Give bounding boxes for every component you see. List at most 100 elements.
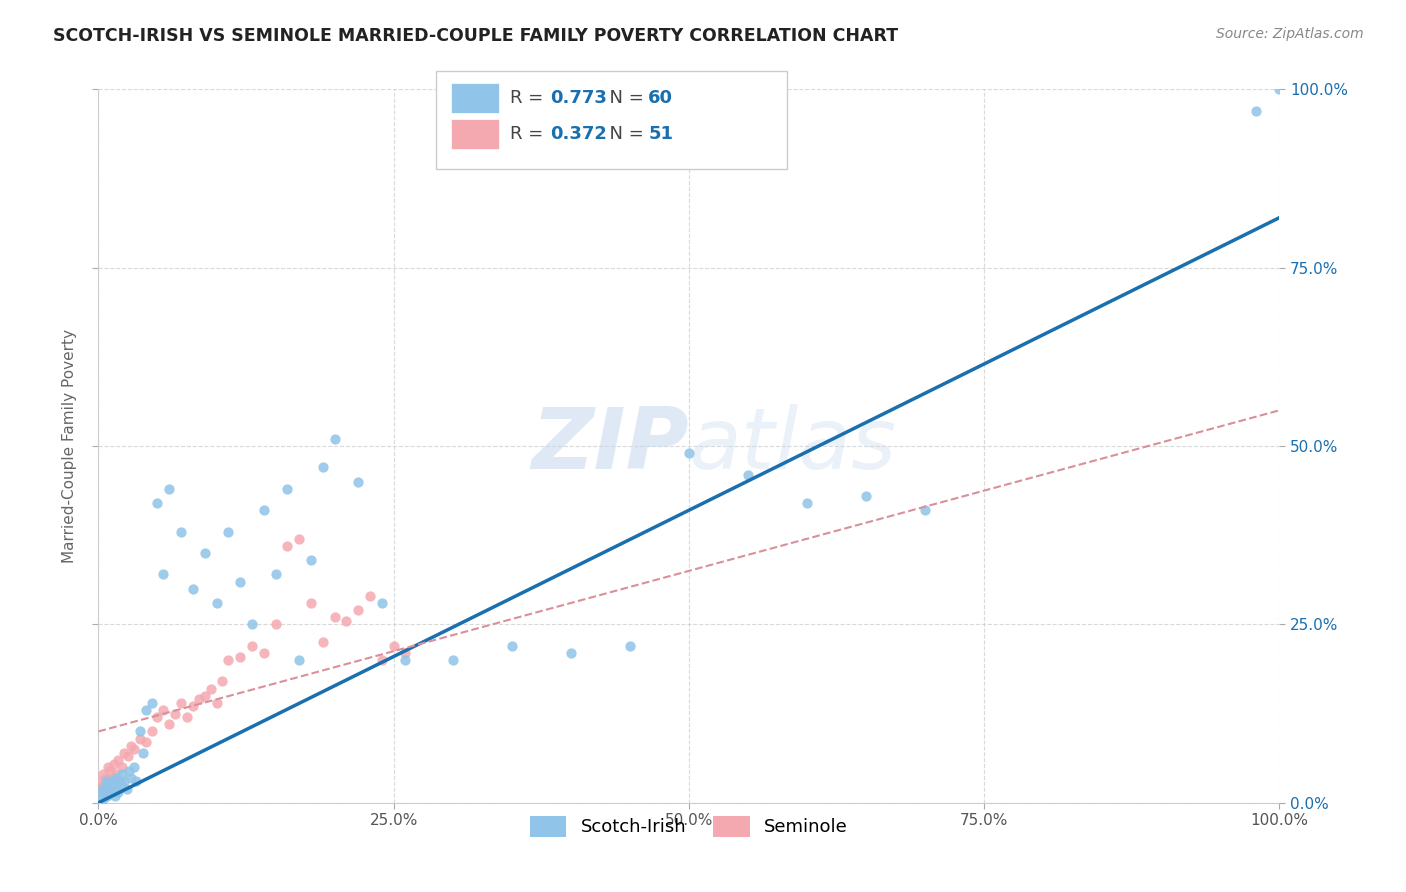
Point [115, 781, 138, 796]
Text: N =: N = [598, 125, 650, 143]
Point [135, 735, 157, 749]
Point [107, 785, 129, 799]
Point [112, 774, 135, 789]
Point [347, 603, 370, 617]
Point [91, 767, 114, 781]
Point [117, 749, 139, 764]
Text: ZIP: ZIP [531, 404, 689, 488]
Point [132, 746, 155, 760]
Point [121, 739, 143, 753]
Point [141, 696, 163, 710]
Point [90, 789, 112, 803]
Point [276, 539, 298, 553]
Text: 60: 60 [648, 89, 673, 107]
Point [93, 785, 115, 799]
Point [371, 596, 394, 610]
Point [194, 689, 217, 703]
Point [89, 781, 111, 796]
Point [101, 771, 124, 785]
Point [98, 781, 121, 796]
Point [253, 503, 276, 517]
Point [98, 774, 121, 789]
Point [176, 710, 198, 724]
Legend: Scotch-Irish, Seminole: Scotch-Irish, Seminole [523, 808, 855, 844]
Point [103, 778, 125, 792]
Point [1244, 103, 1267, 118]
Point [100, 778, 122, 792]
Point [91, 781, 114, 796]
Point [194, 546, 217, 560]
Text: Source: ZipAtlas.com: Source: ZipAtlas.com [1216, 27, 1364, 41]
Point [200, 681, 222, 696]
Point [96, 789, 118, 803]
Point [105, 771, 128, 785]
Point [299, 596, 322, 610]
Point [157, 482, 180, 496]
Point [125, 774, 148, 789]
Point [152, 567, 174, 582]
Point [240, 639, 263, 653]
Point [101, 785, 124, 799]
Point [107, 753, 129, 767]
Point [146, 496, 169, 510]
Point [110, 778, 132, 792]
Point [135, 703, 157, 717]
Text: 0.773: 0.773 [550, 89, 606, 107]
Text: N =: N = [598, 89, 650, 107]
Text: atlas: atlas [689, 404, 897, 488]
Point [205, 696, 228, 710]
Point [91, 792, 114, 806]
Point [103, 756, 125, 771]
Point [394, 646, 416, 660]
Point [371, 653, 394, 667]
Point [678, 446, 700, 460]
Point [288, 653, 311, 667]
Point [108, 774, 131, 789]
Point [111, 760, 134, 774]
Point [187, 692, 209, 706]
Point [217, 524, 239, 539]
Point [122, 742, 145, 756]
Point [229, 649, 252, 664]
Point [111, 767, 134, 781]
Text: R =: R = [510, 89, 550, 107]
Point [796, 496, 818, 510]
Point [560, 646, 582, 660]
Point [205, 596, 228, 610]
Point [146, 710, 169, 724]
Point [323, 432, 346, 446]
Point [104, 789, 127, 803]
Point [121, 771, 143, 785]
Text: 51: 51 [648, 125, 673, 143]
Point [382, 639, 405, 653]
Point [152, 703, 174, 717]
Point [122, 760, 145, 774]
Point [94, 771, 117, 785]
Point [100, 774, 122, 789]
Point [94, 774, 117, 789]
Point [299, 553, 322, 567]
Point [181, 699, 204, 714]
Point [128, 731, 150, 746]
Point [253, 646, 276, 660]
Point [105, 781, 128, 796]
Point [91, 785, 114, 799]
Point [323, 610, 346, 624]
Point [276, 482, 298, 496]
Text: SCOTCH-IRISH VS SEMINOLE MARRIED-COUPLE FAMILY POVERTY CORRELATION CHART: SCOTCH-IRISH VS SEMINOLE MARRIED-COUPLE … [53, 27, 898, 45]
Text: 0.372: 0.372 [550, 125, 606, 143]
Point [98, 785, 121, 799]
Point [1268, 82, 1291, 96]
Point [181, 582, 204, 596]
Point [217, 653, 239, 667]
Point [165, 706, 187, 721]
Point [288, 532, 311, 546]
Point [264, 617, 287, 632]
Point [619, 639, 641, 653]
Point [394, 653, 416, 667]
Point [118, 764, 141, 778]
Point [98, 764, 121, 778]
Point [914, 503, 936, 517]
Point [359, 589, 381, 603]
Point [211, 674, 233, 689]
